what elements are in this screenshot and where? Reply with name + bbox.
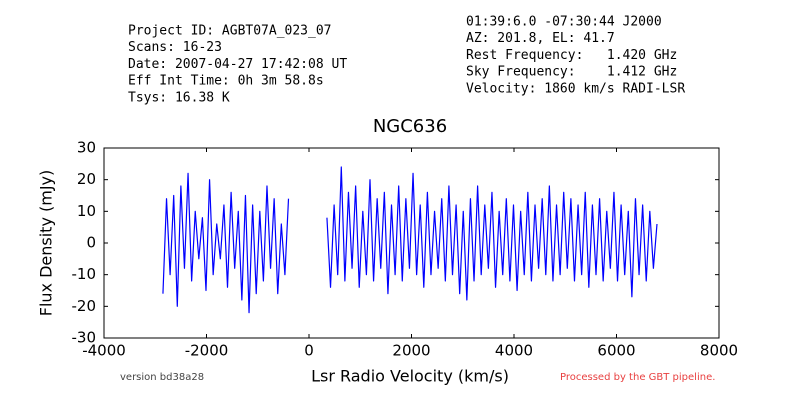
y-tick-label: -20 [72, 297, 97, 315]
x-tick-label: 2000 [392, 342, 430, 360]
y-tick-label: 30 [77, 139, 96, 157]
y-tick-label: 10 [77, 202, 96, 220]
chart-title: NGC636 [373, 116, 447, 137]
y-tick-label: 20 [77, 170, 96, 188]
info-line: Velocity: 1860 km/s RADI-LSR [466, 81, 685, 96]
x-tick-label: 8000 [700, 342, 738, 360]
info-line: Eff Int Time: 0h 3m 58.8s [128, 74, 324, 89]
info-line: Rest Frequency: 1.420 GHz [466, 48, 677, 63]
y-tick-label: -10 [72, 265, 97, 283]
info-line: 01:39:6.0 -07:30:44 J2000 [466, 15, 662, 30]
y-tick-label: 0 [86, 234, 96, 252]
spectrum-line [162, 166, 658, 314]
x-axis-label: Lsr Radio Velocity (km/s) [311, 367, 509, 386]
x-tick-label: 6000 [597, 342, 635, 360]
x-tick-label: 0 [304, 342, 314, 360]
x-tick-label: -2000 [185, 342, 229, 360]
y-tick-label: -30 [72, 329, 97, 347]
pipeline-note: Processed by the GBT pipeline. [560, 372, 715, 383]
x-tick-label: 4000 [495, 342, 533, 360]
info-line: Sky Frequency: 1.412 GHz [466, 65, 677, 80]
info-line: Tsys: 16.38 K [128, 90, 230, 105]
x-tick-label: -4000 [82, 342, 126, 360]
info-line: Date: 2007-04-27 17:42:08 UT [128, 57, 347, 72]
info-line: AZ: 201.8, EL: 41.7 [466, 31, 615, 46]
info-line: Scans: 16-23 [128, 40, 222, 55]
version-note: version bd38a28 [120, 372, 204, 383]
y-axis-label: Flux Density (mJy) [37, 170, 56, 317]
info-line: Project ID: AGBT07A_023_07 [128, 24, 332, 39]
